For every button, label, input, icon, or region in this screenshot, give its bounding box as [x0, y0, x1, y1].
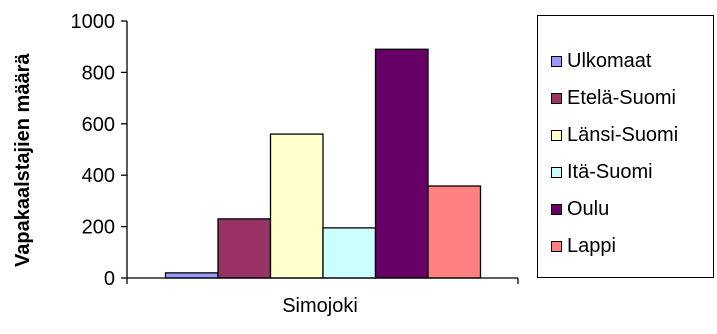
y-tick-label: 1000 [71, 11, 116, 33]
legend-swatch [551, 92, 562, 104]
legend-swatch [551, 203, 562, 215]
legend-item: Länsi-Suomi [551, 123, 678, 147]
y-tick-label: 0 [104, 268, 115, 290]
legend-label: Lappi [567, 234, 616, 257]
legend-label: Länsi-Suomi [567, 123, 679, 146]
legend-item: Ulkomaat [551, 49, 651, 73]
y-tick-label: 800 [82, 62, 115, 84]
bar [217, 218, 272, 279]
bar [164, 272, 219, 279]
legend-label: Oulu [567, 197, 610, 220]
legend-label: Ulkomaat [567, 49, 652, 72]
legend-label: Itä-Suomi [567, 160, 653, 183]
legend-item: Lappi [551, 234, 616, 258]
legend-swatch [551, 129, 562, 141]
legend: Ulkomaat Etelä-Suomi Länsi-Suomi Itä-Suo… [537, 15, 714, 278]
legend-swatch [551, 55, 562, 67]
legend-swatch [551, 166, 562, 178]
legend-item: Oulu [551, 197, 609, 221]
legend-item: Itä-Suomi [551, 160, 653, 184]
bar [374, 48, 429, 279]
y-tick-label: 400 [82, 165, 115, 187]
bar [427, 185, 482, 279]
bar [322, 227, 377, 279]
y-axis-label: Vapakaalstajien määrä [12, 53, 34, 267]
y-tick-label: 600 [82, 114, 115, 136]
legend-label: Etelä-Suomi [567, 86, 676, 109]
legend-item: Etelä-Suomi [551, 86, 676, 110]
bar [269, 133, 324, 279]
y-tick-label: 200 [82, 217, 115, 239]
x-tick-label: Simojoki [282, 295, 358, 317]
legend-swatch [551, 240, 562, 252]
